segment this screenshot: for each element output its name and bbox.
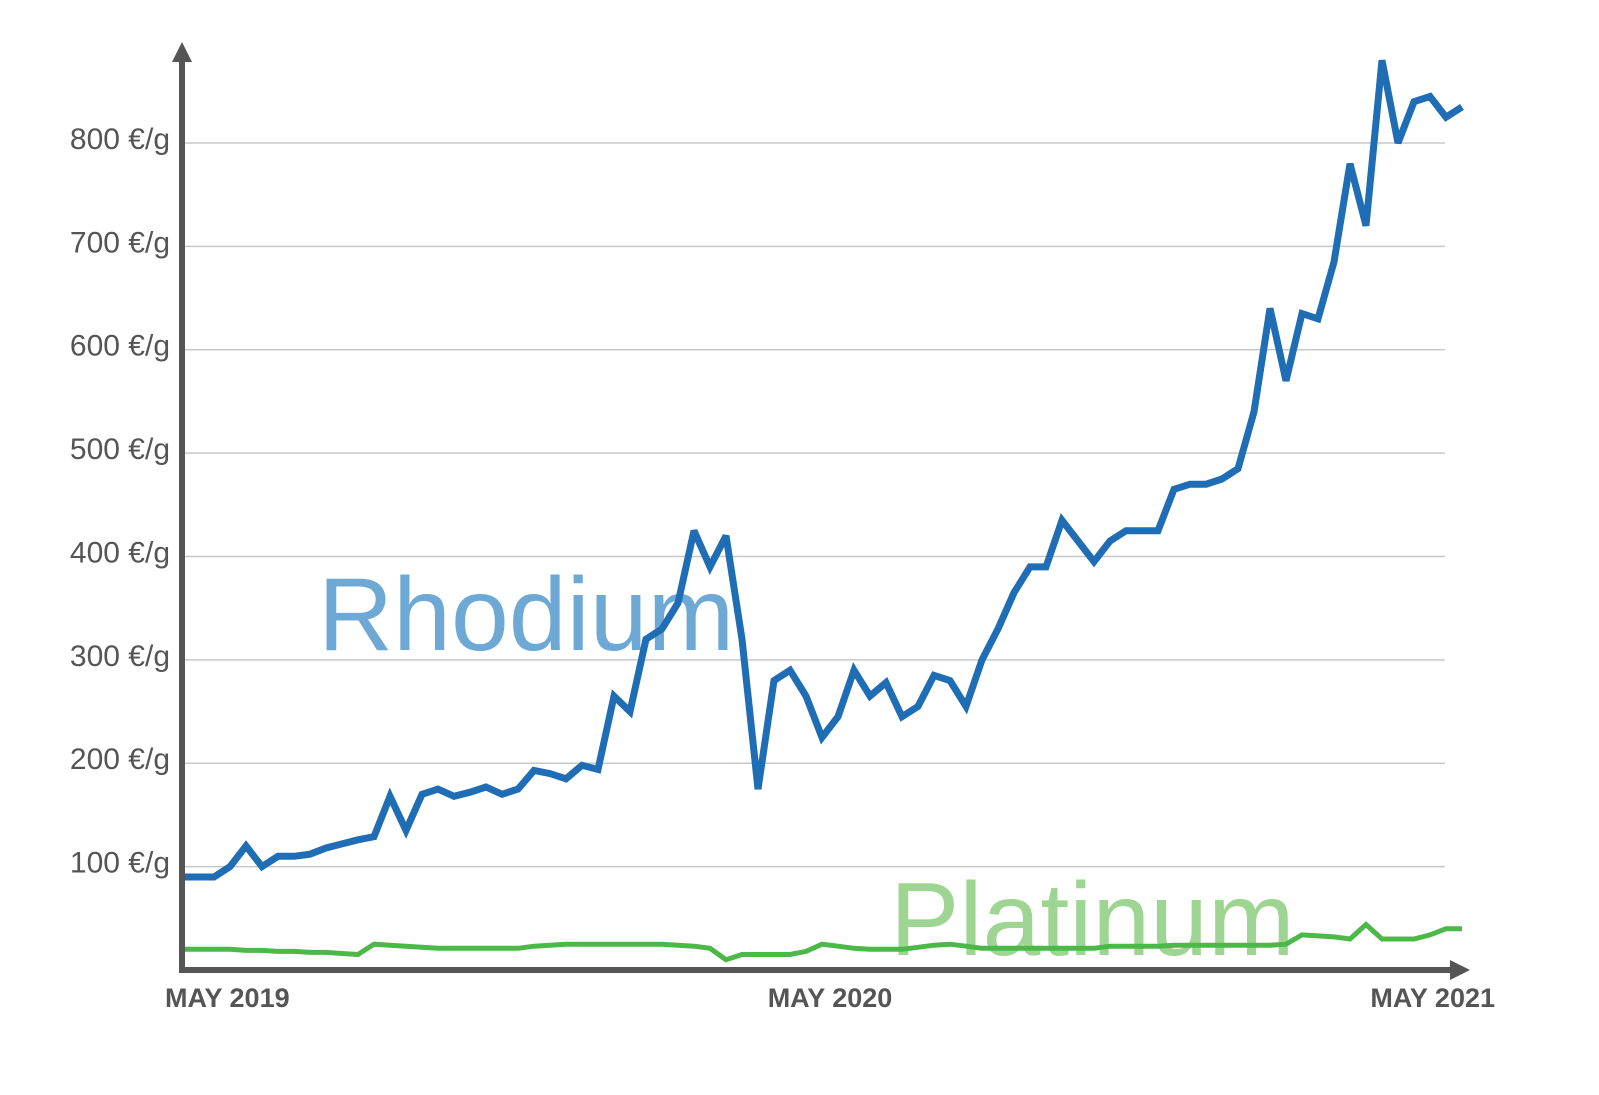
y-axis-arrow (172, 42, 192, 62)
series-line (182, 921, 1462, 963)
y-tick-label: 200 €/g (70, 743, 170, 776)
x-axis-arrow (1450, 960, 1470, 980)
y-tick-label: 400 €/g (70, 536, 170, 569)
x-tick-label: MAY 2021 (1370, 983, 1495, 1013)
y-tick-label: 500 €/g (70, 433, 170, 466)
y-tick-label: 100 €/g (70, 847, 170, 880)
series-label: Platinum (890, 862, 1295, 978)
y-tick-label: 600 €/g (70, 330, 170, 363)
grid (182, 142, 1445, 868)
lines (182, 59, 1464, 963)
series-label: Rhodium (318, 557, 734, 673)
x-tick-label: MAY 2020 (768, 983, 893, 1013)
y-tick-label: 800 €/g (70, 123, 170, 156)
series-labels: Rhodium Platinum (318, 557, 1295, 978)
x-tick-label: MAY 2019 (165, 983, 290, 1013)
y-tick-label: 700 €/g (70, 226, 170, 259)
y-tick-label: 300 €/g (70, 640, 170, 673)
series-line (182, 59, 1464, 881)
ticks: 100 €/g 200 €/g 300 €/g 400 €/g 500 €/g 600 €… (70, 123, 1495, 1013)
